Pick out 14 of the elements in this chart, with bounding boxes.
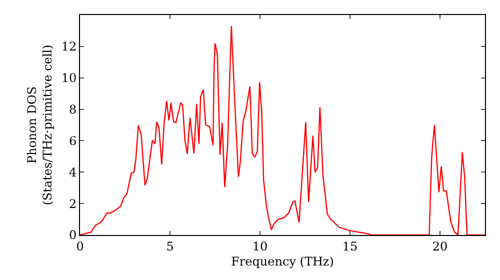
y-tick-label: 10 bbox=[61, 71, 77, 86]
x-tick-label: 5 bbox=[166, 239, 174, 254]
x-tick-label: 20 bbox=[432, 239, 448, 254]
x-axis-title: Frequency (THz) bbox=[231, 254, 334, 268]
line-series bbox=[80, 25, 485, 235]
y-tick-label: 12 bbox=[61, 40, 77, 54]
x-tick-label: 15 bbox=[342, 239, 358, 254]
y-tick-label: 0 bbox=[68, 228, 77, 242]
y-axis-title: Phonon DOS (States/THz·primitive cell) bbox=[25, 44, 55, 206]
y-tick-label: 8 bbox=[68, 102, 77, 116]
y-tick-label: 6 bbox=[68, 134, 77, 148]
y-tick-label: 4 bbox=[68, 165, 77, 180]
x-tick-label: 10 bbox=[252, 239, 268, 254]
y-tick-label: 2 bbox=[68, 196, 77, 211]
